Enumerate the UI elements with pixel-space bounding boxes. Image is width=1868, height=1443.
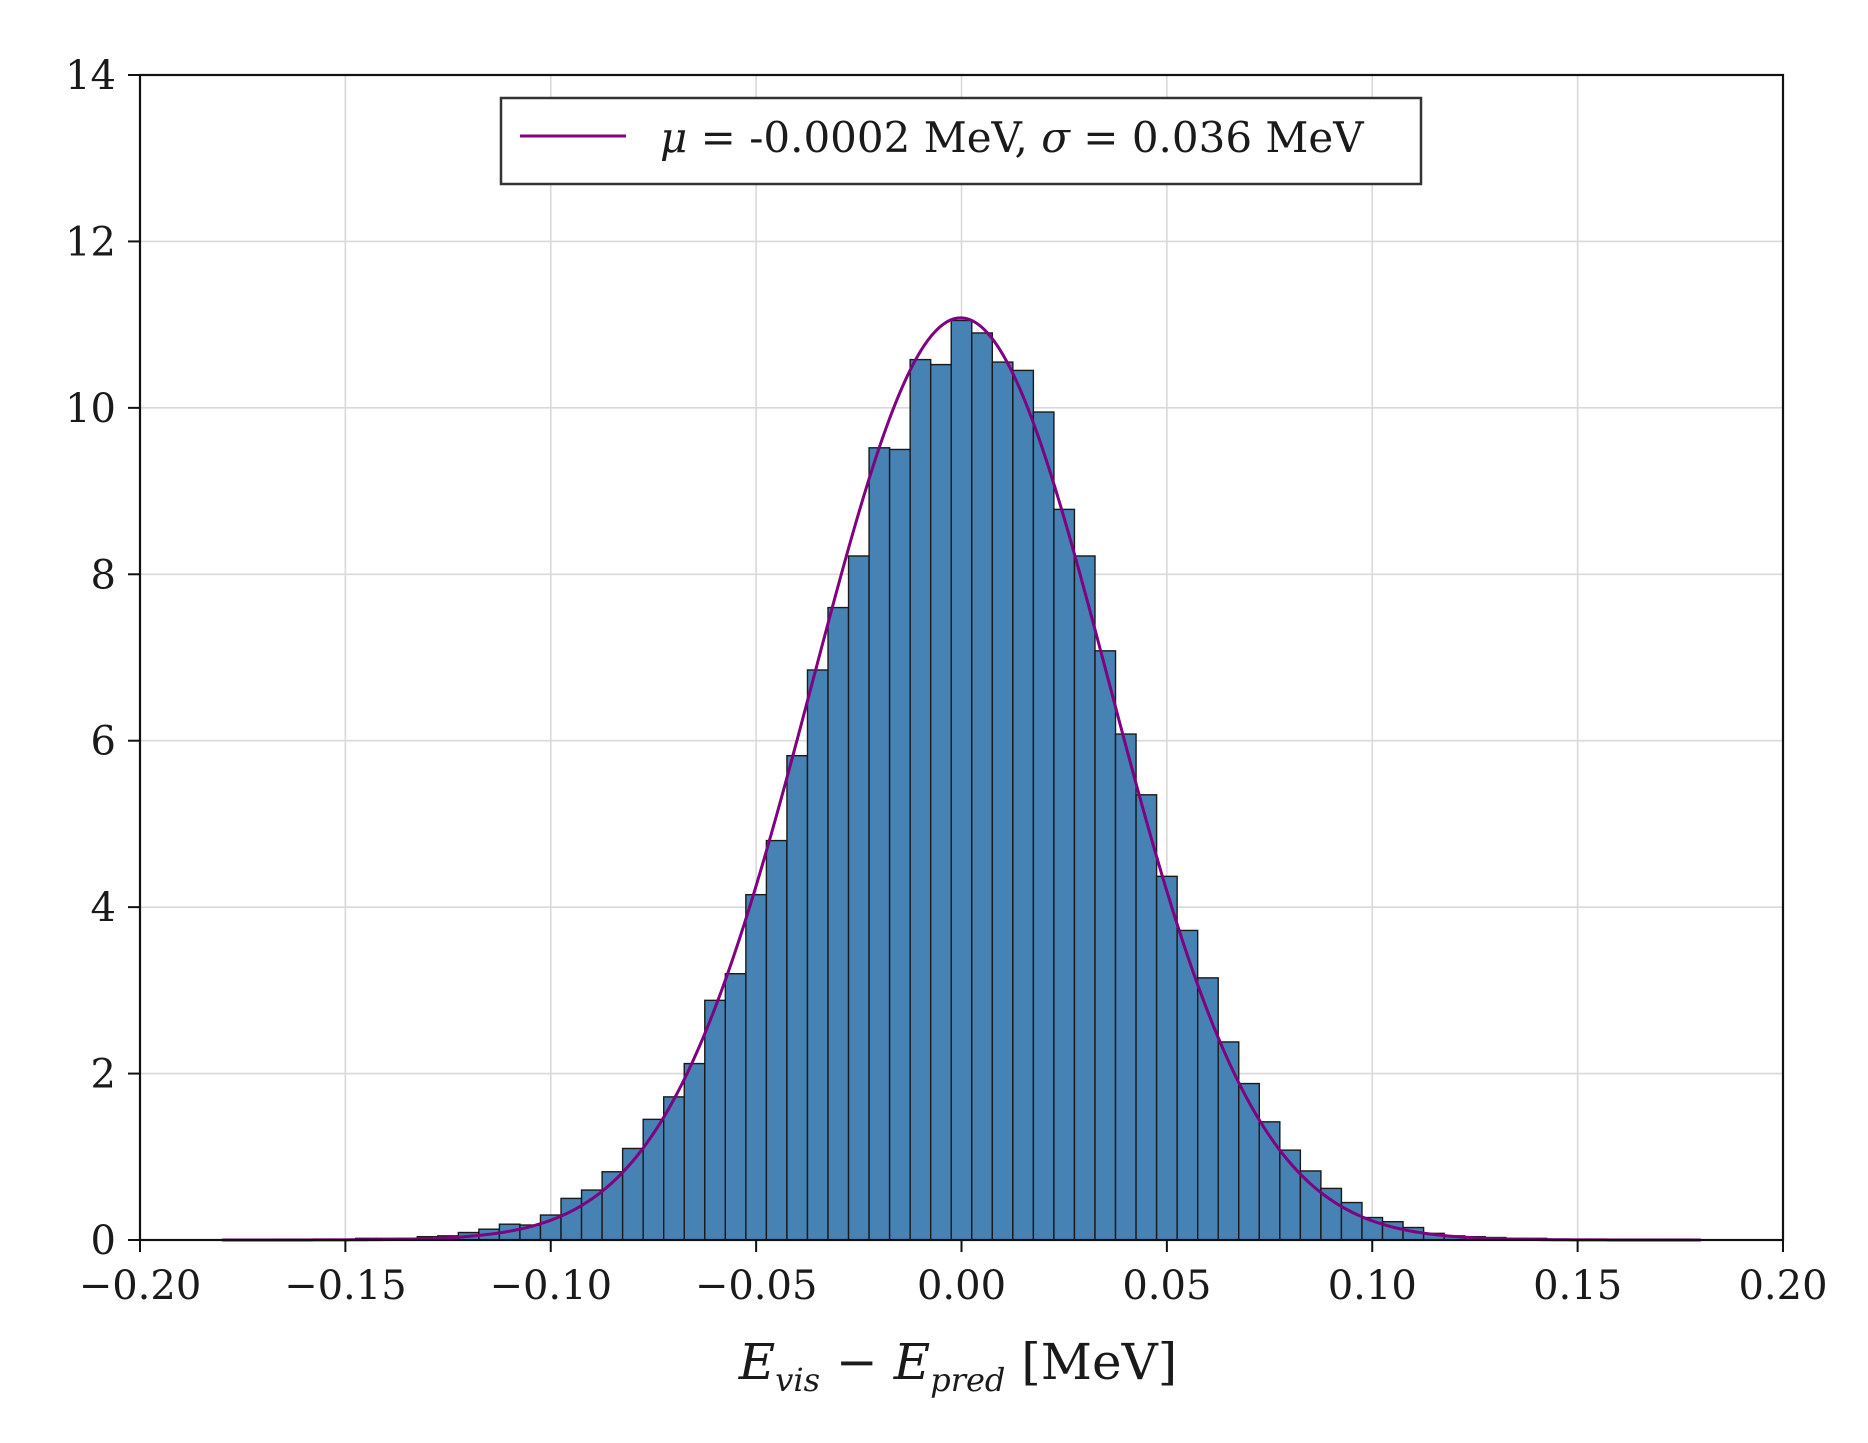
x-label-unit: [MeV] <box>1005 1333 1177 1391</box>
histogram-bar-34 <box>971 332 994 1241</box>
histogram-bar-31 <box>909 358 932 1241</box>
histogram-bar-50 <box>1299 1170 1322 1241</box>
histogram-bar-37 <box>1032 411 1055 1241</box>
histogram-bar-22 <box>724 973 747 1241</box>
x-tick-label-8: 0.20 <box>1738 1263 1827 1309</box>
x-label-minus: − <box>820 1333 894 1391</box>
legend-sigma-text: = 0.036 MeV <box>1070 113 1364 162</box>
histogram-bar-36 <box>1012 369 1035 1241</box>
x-axis-ticks: −0.20 −0.15 −0.10 −0.05 0.00 0.05 0.10 0.15 0.20 <box>79 1240 1828 1309</box>
x-tick-label-2: −0.10 <box>489 1263 612 1309</box>
histogram-bar-39 <box>1073 555 1096 1241</box>
x-tick-label-5: 0.05 <box>1122 1263 1211 1309</box>
histogram-bar-41 <box>1114 733 1137 1241</box>
x-label-e-vis: E <box>738 1333 776 1391</box>
legend-mu-symbol: μ <box>660 113 687 162</box>
histogram-bar-45 <box>1196 977 1219 1241</box>
histogram-bar-28 <box>847 555 870 1241</box>
y-tick-label-6: 12 <box>65 219 116 265</box>
y-tick-label-5: 10 <box>65 386 116 432</box>
gaussian-fit-line <box>222 316 1701 1242</box>
histogram-bar-26 <box>806 669 829 1241</box>
x-axis-label: Evis − Epred [MeV] <box>738 1333 1177 1399</box>
histogram-bar-35 <box>991 361 1014 1241</box>
x-tick-label-4: 0.00 <box>917 1263 1006 1309</box>
x-tick-label-6: 0.10 <box>1328 1263 1417 1309</box>
histogram-bar-21 <box>704 999 727 1241</box>
legend: μ = -0.0002 MeV, σ = 0.036 MeV <box>499 96 1423 186</box>
x-label-sub-pred: pred <box>930 1361 1005 1399</box>
histogram-bar-27 <box>827 606 850 1241</box>
histogram-bar-47 <box>1238 1082 1260 1241</box>
y-tick-label-7: 14 <box>65 53 116 99</box>
legend-mu-text: = -0.0002 MeV, <box>687 113 1041 162</box>
x-label-e-pred: E <box>893 1333 931 1391</box>
histogram-bar-48 <box>1258 1121 1281 1241</box>
legend-sigma-symbol: σ <box>1041 113 1071 162</box>
histogram-bars <box>272 319 1692 1241</box>
histogram-bar-20 <box>683 1062 706 1241</box>
histogram-bar-14 <box>560 1197 583 1241</box>
gaussian-fit <box>222 316 1701 1242</box>
histogram-bar-24 <box>765 839 788 1241</box>
y-tick-label-3: 6 <box>91 719 116 765</box>
histogram-bar-32 <box>929 363 952 1241</box>
histogram-bar-33 <box>950 319 973 1241</box>
histogram-bar-29 <box>868 447 891 1241</box>
x-tick-label-1: −0.15 <box>284 1263 407 1309</box>
histogram-bar-25 <box>786 754 809 1241</box>
legend-label: μ = -0.0002 MeV, σ = 0.036 MeV <box>660 113 1364 162</box>
x-tick-label-0: −0.20 <box>79 1263 202 1309</box>
x-tick-label-3: −0.05 <box>695 1263 818 1309</box>
histogram-bar-23 <box>745 893 768 1241</box>
histogram-bar-46 <box>1217 1041 1240 1241</box>
y-tick-label-2: 4 <box>91 885 116 931</box>
histogram-bar-43 <box>1155 875 1178 1241</box>
legend-box <box>499 96 1423 186</box>
y-axis-ticks: 0 2 4 6 8 10 12 14 <box>65 53 140 1264</box>
x-tick-label-7: 0.15 <box>1533 1263 1622 1309</box>
y-tick-label-1: 2 <box>91 1052 116 1098</box>
histogram-bar-18 <box>642 1118 665 1241</box>
histogram-bar-19 <box>663 1096 685 1241</box>
y-tick-label-4: 8 <box>91 552 116 598</box>
y-tick-label-0: 0 <box>91 1218 116 1264</box>
histogram-bar-40 <box>1094 650 1117 1241</box>
histogram-bar-30 <box>888 448 911 1241</box>
x-label-sub-vis: vis <box>775 1361 820 1399</box>
histogram-bar-38 <box>1053 508 1076 1241</box>
histogram-bar-42 <box>1135 794 1158 1241</box>
